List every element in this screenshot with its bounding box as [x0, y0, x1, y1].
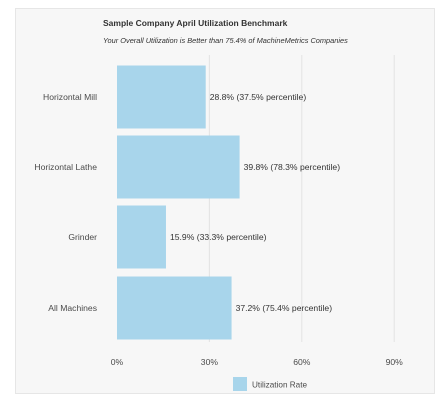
chart-subtitle: Your Overall Utilization is Better than … [103, 36, 348, 45]
x-axis-ticks: 0% 30% 60% 90% [111, 357, 403, 367]
data-label: 37.2% (75.4% percentile) [236, 303, 333, 313]
data-label: 15.9% (33.3% percentile) [170, 232, 267, 242]
legend-swatch [233, 377, 247, 391]
data-label: 28.8% (37.5% percentile) [210, 92, 307, 102]
labels: Horizontal Mill 28.8% (37.5% percentile) H… [34, 92, 340, 313]
data-label: 39.8% (78.3% percentile) [244, 162, 341, 172]
x-tick-label: 0% [111, 357, 124, 367]
category-label: All Machines [48, 303, 97, 313]
bar [117, 205, 166, 269]
bars [117, 65, 240, 340]
x-tick-label: 60% [293, 357, 311, 367]
x-tick-label: 30% [201, 357, 219, 367]
legend-label: Utilization Rate [252, 381, 308, 390]
category-label: Horizontal Lathe [34, 162, 97, 172]
x-tick-label: 90% [386, 357, 404, 367]
bar [117, 65, 206, 129]
category-label: Horizontal Mill [43, 92, 97, 102]
legend: Utilization Rate [233, 377, 308, 391]
category-label: Grinder [68, 232, 97, 242]
chart-title: Sample Company April Utilization Benchma… [103, 18, 288, 28]
bar [117, 135, 240, 199]
bar [117, 276, 232, 340]
